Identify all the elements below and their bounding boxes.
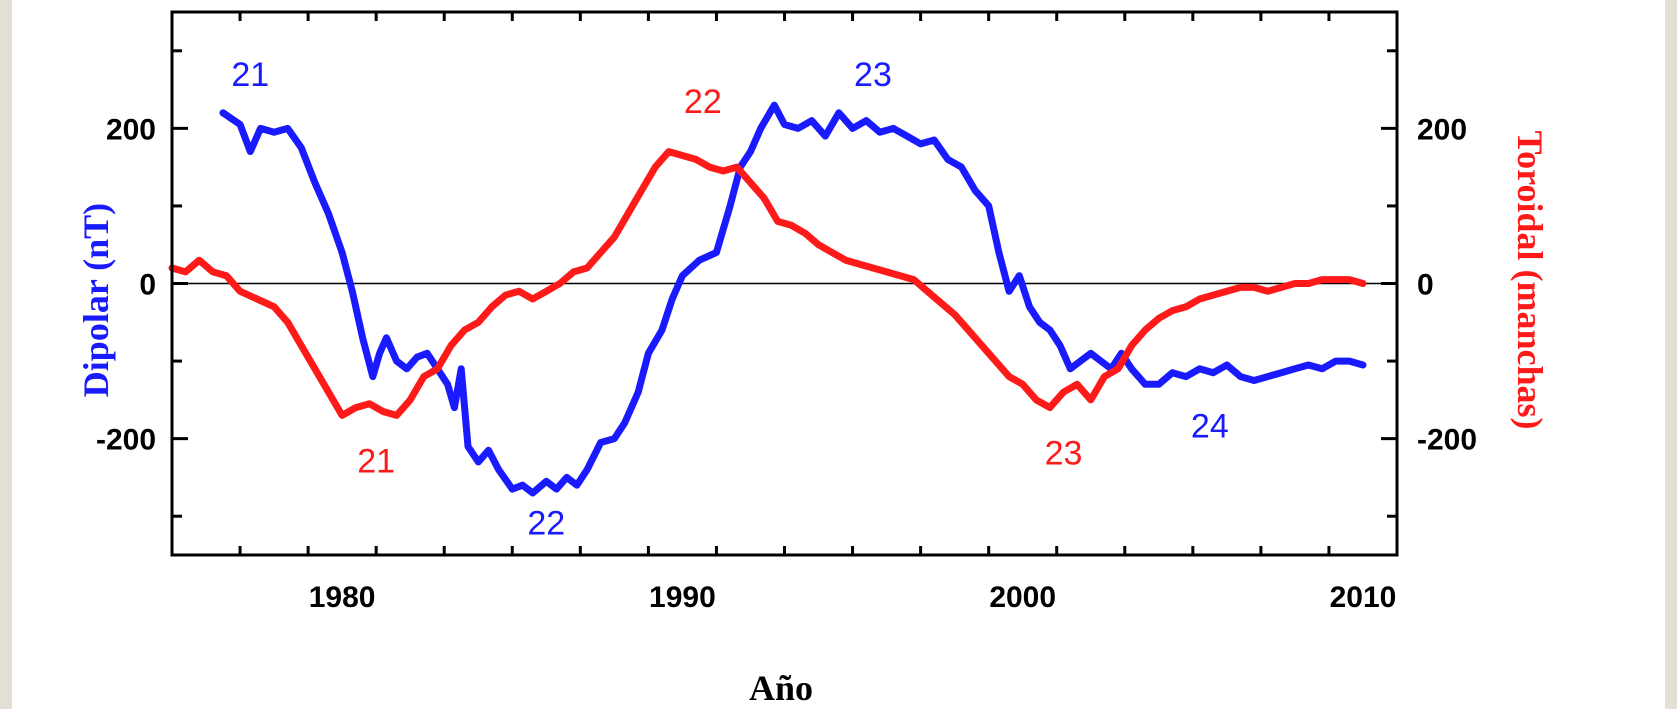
cycle-label-dipolar: 24 [1191,407,1229,445]
cycle-label-toroidal: 23 [1045,435,1083,473]
y-left-tick-label: 200 [106,113,156,146]
right-axis-title: Toroidal (manchas) [1510,130,1550,429]
y-left-tick-label: 0 [139,269,156,302]
x-axis-title: Año [749,668,813,708]
cycle-label-dipolar: 21 [231,56,269,94]
x-tick-label: 1980 [309,581,376,614]
left-axis-title: Dipolar (nT) [76,203,116,397]
y-left-tick-label: -200 [96,424,156,457]
cycle-label-toroidal: 21 [357,442,395,480]
cycle-label-dipolar: 22 [527,504,565,542]
cycle-label-dipolar: 23 [854,56,892,94]
toroidal-series-line [168,148,1367,419]
x-tick-label: 1990 [649,581,716,614]
y-right-tick-label: 0 [1417,269,1434,302]
dipolar-series-line [219,101,1367,497]
x-tick-label: 2000 [989,581,1056,614]
x-tick-label: 2010 [1330,581,1397,614]
chart-canvas: 1980 1990 2000 2010 200 0 -200 200 0 -200 21 22 23 2… [12,0,1665,709]
cycle-label-toroidal: 22 [684,83,722,121]
y-right-tick-label: -200 [1417,424,1477,457]
y-right-tick-label: 200 [1417,113,1467,146]
